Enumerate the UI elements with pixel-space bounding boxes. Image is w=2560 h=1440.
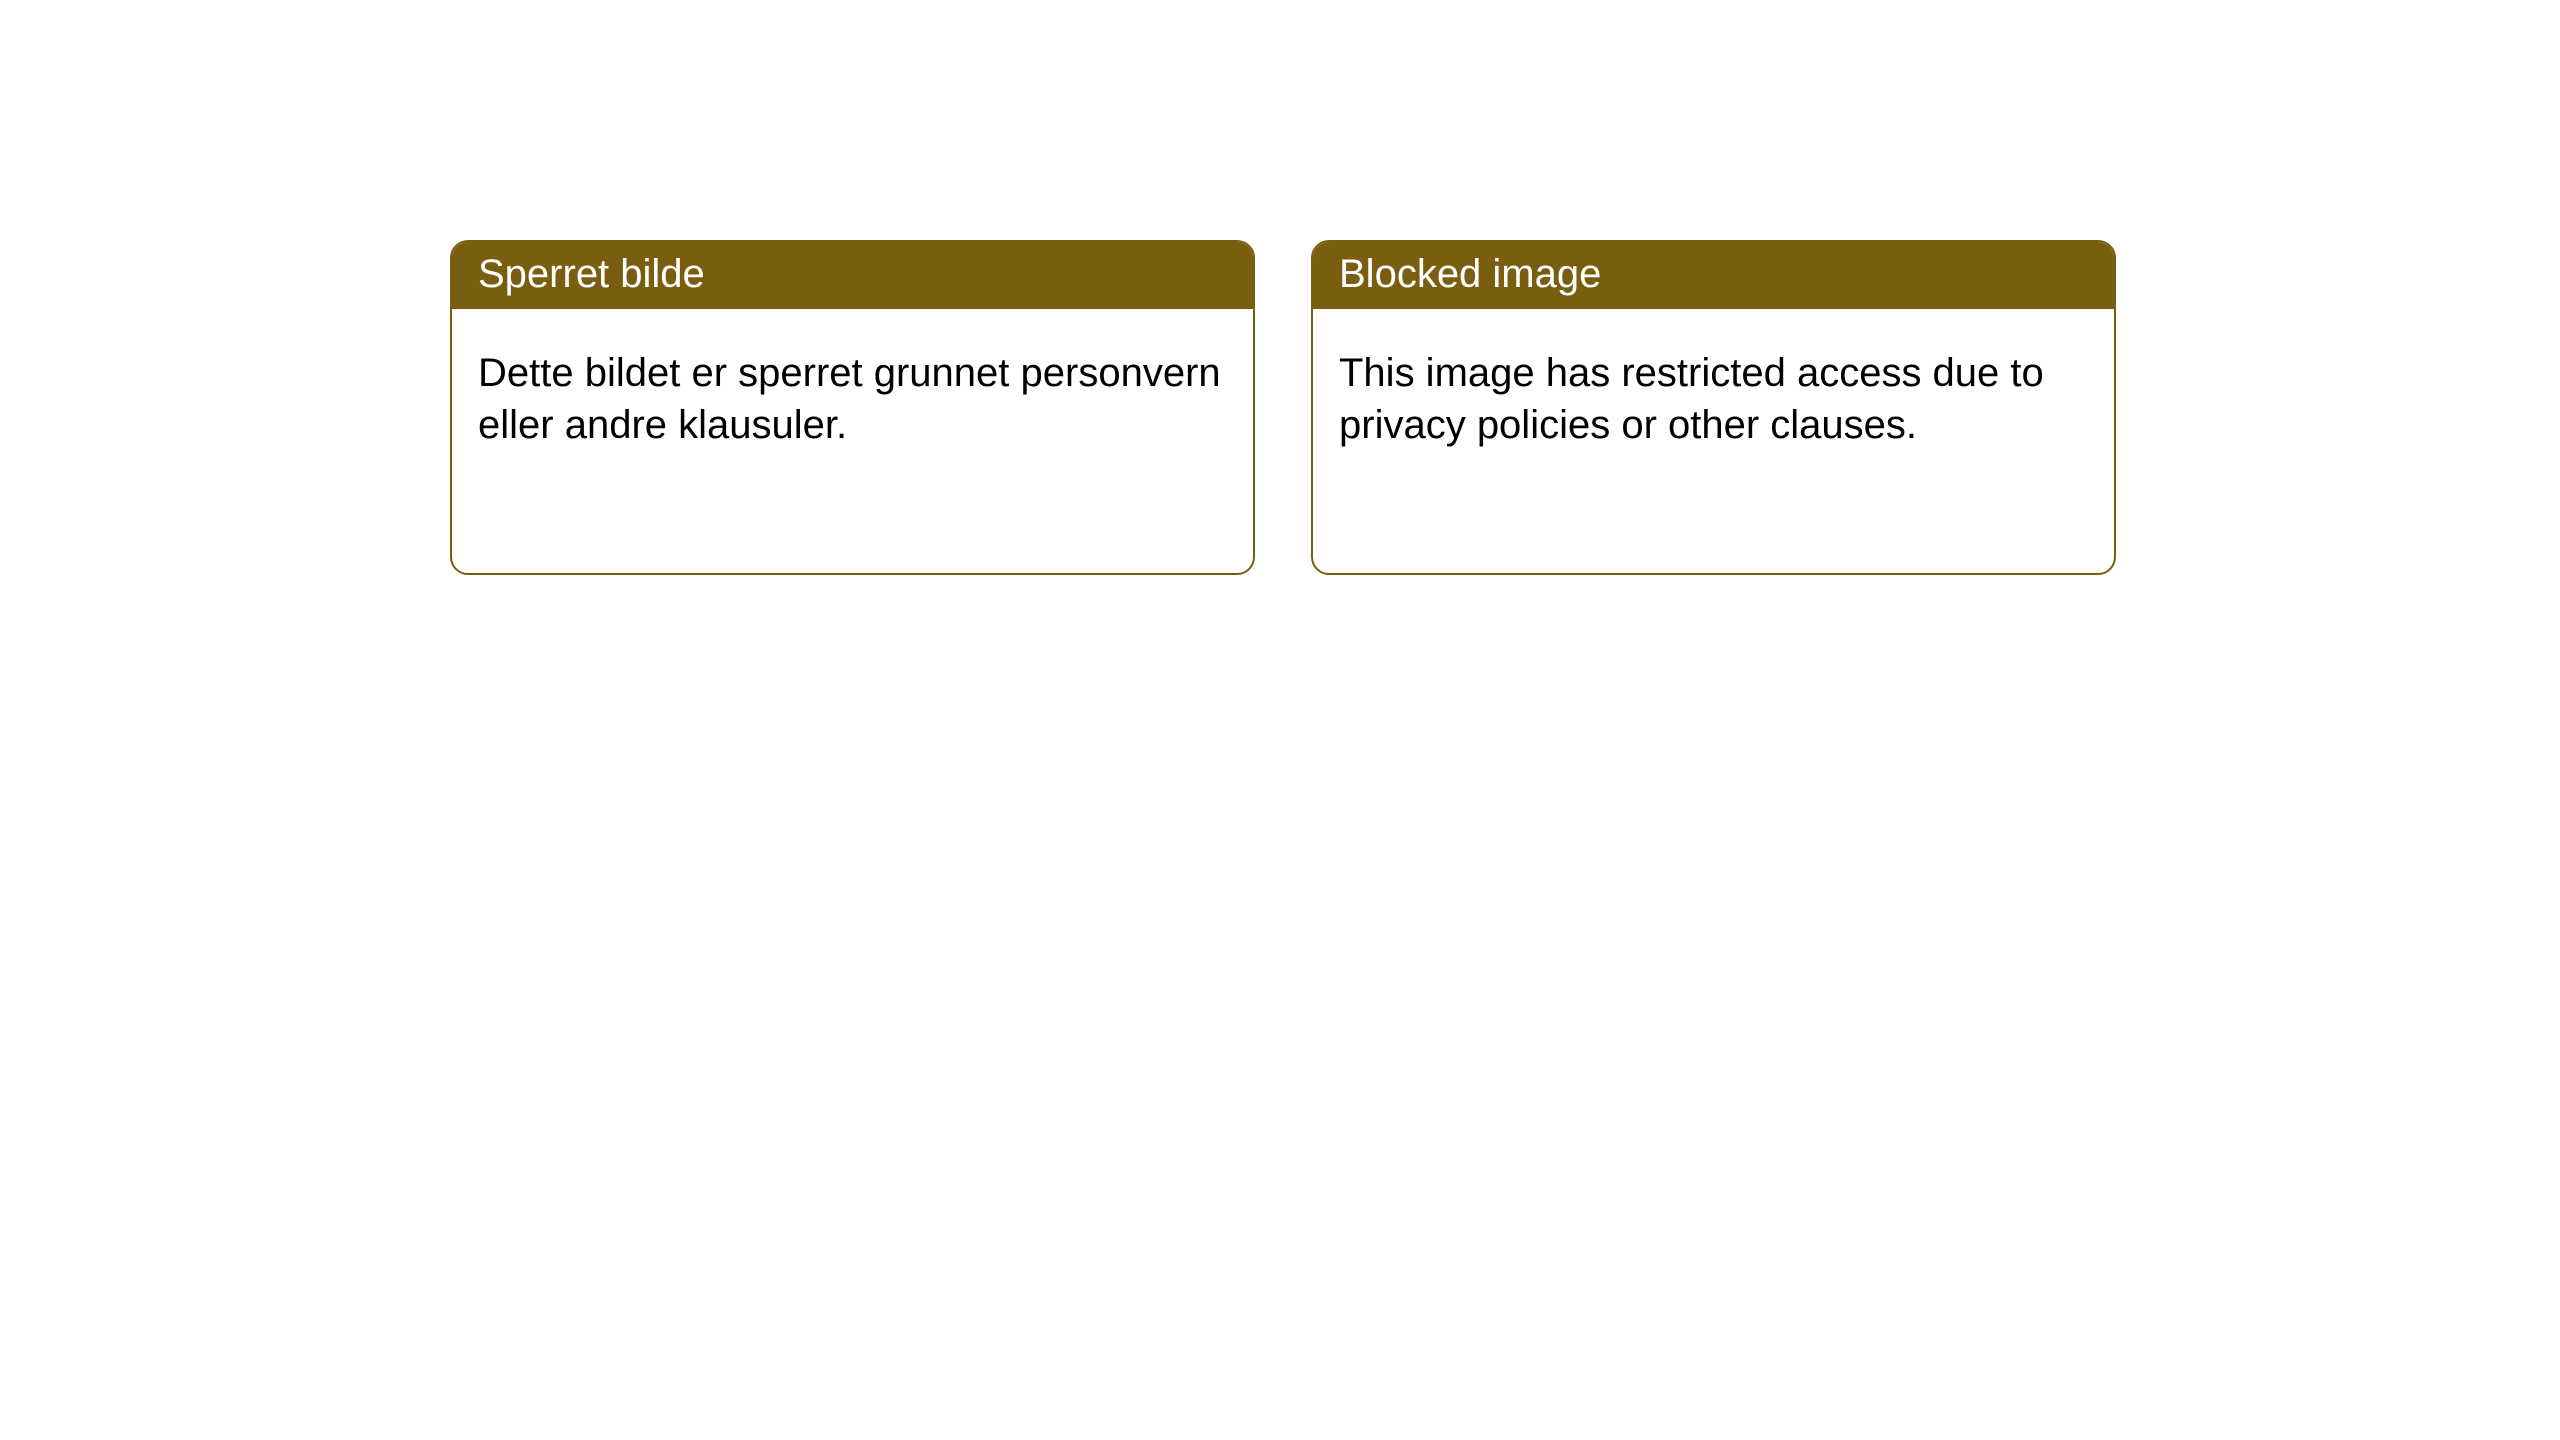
- card-title-en: Blocked image: [1313, 242, 2114, 309]
- notice-cards-container: Sperret bilde Dette bildet er sperret gr…: [0, 0, 2560, 575]
- blocked-image-card-no: Sperret bilde Dette bildet er sperret gr…: [450, 240, 1255, 575]
- blocked-image-card-en: Blocked image This image has restricted …: [1311, 240, 2116, 575]
- card-body-en: This image has restricted access due to …: [1313, 309, 2114, 477]
- card-title-no: Sperret bilde: [452, 242, 1253, 309]
- card-body-no: Dette bildet er sperret grunnet personve…: [452, 309, 1253, 477]
